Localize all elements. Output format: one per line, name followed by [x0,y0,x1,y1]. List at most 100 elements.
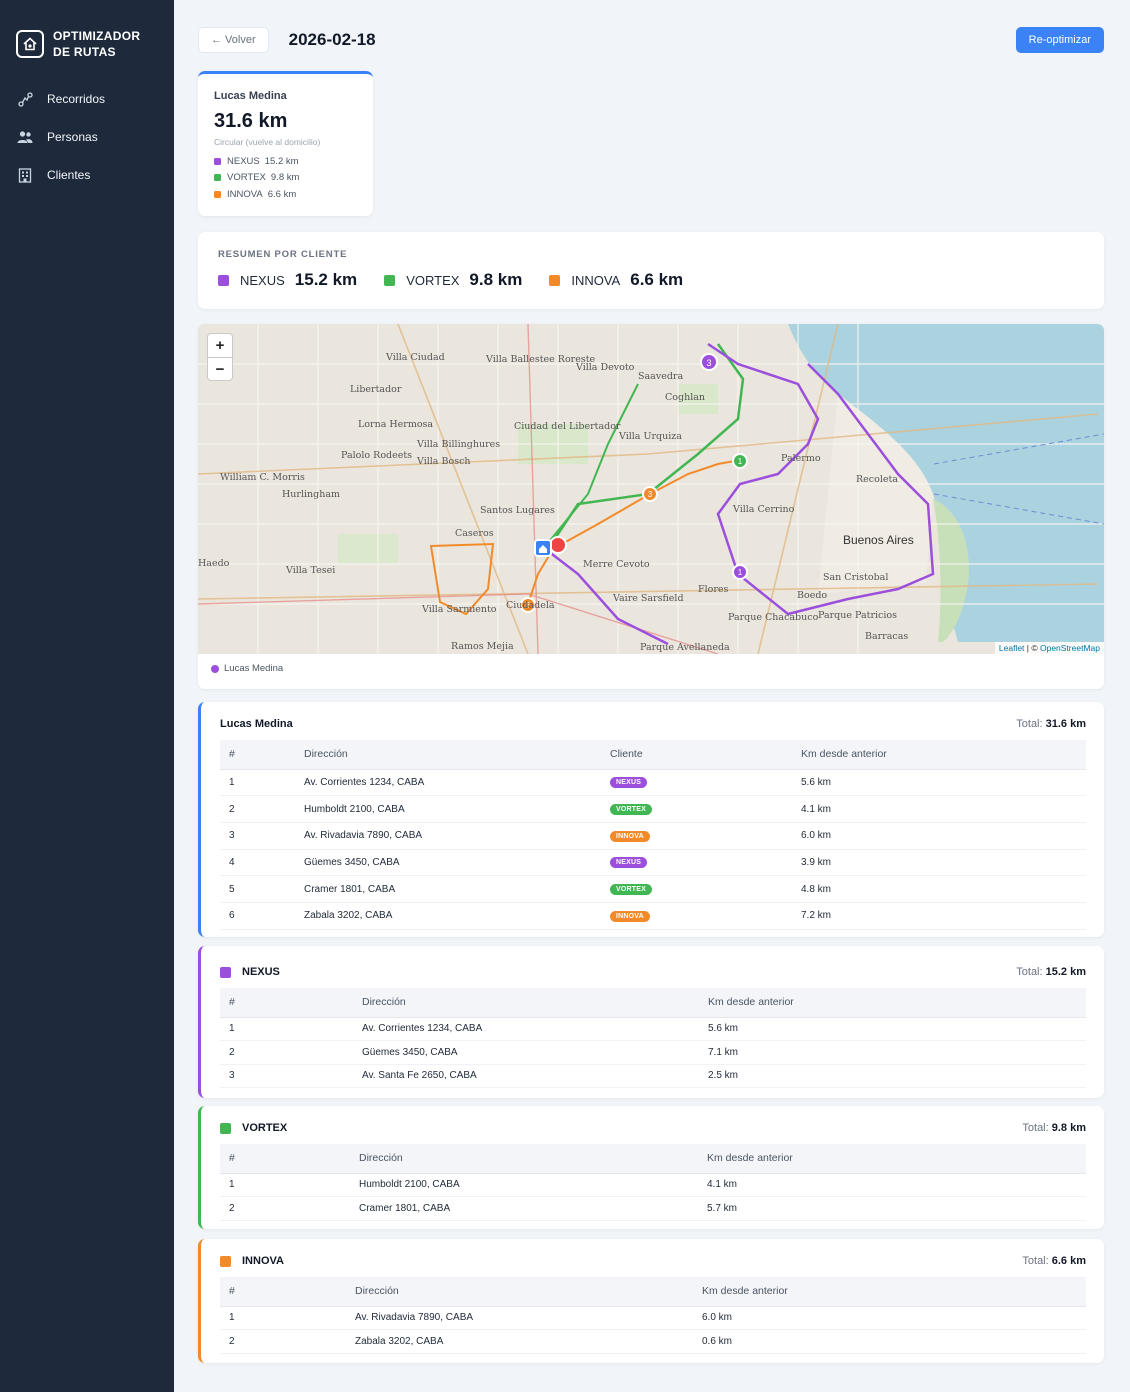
summary-client-name: INNOVA [571,272,621,288]
row-address: Zabala 3202, CABA [346,1329,693,1354]
col-address: Dirección [350,1144,698,1174]
innova-color-swatch [220,1255,231,1267]
table-row[interactable]: 3 Av. Santa Fe 2650, CABA 2.5 km [220,1064,1086,1089]
map-marker-3-orange-2[interactable]: 3 [520,597,536,613]
table-row[interactable]: 1 Av. Rivadavia 7890, CABA 6.0 km [220,1306,1086,1331]
person-client-vortex: VORTEX 9.8 km [214,170,357,187]
brand[interactable]: OPTIMIZADOR DE RUTAS [0,0,174,70]
map-label: Merre Cevoto [583,559,650,570]
vortex-color-swatch [384,274,396,286]
map-label: Villa Tesei [286,565,336,576]
zoom-out-button[interactable]: − [208,357,232,380]
client-card-total: Total: 6.6 km [1022,1255,1086,1267]
innova-color-swatch [214,190,221,198]
total-value: 9.8 km [1051,1122,1086,1134]
sidebar-item-label: Clientes [47,168,91,182]
map-marker-1-green[interactable]: 1 [732,453,748,469]
map-label: Coghlan [665,392,706,403]
person-client-innova: INNOVA 6.6 km [214,186,357,203]
map-label: Villa Sarmiento [422,604,497,615]
row-number: 3 [220,822,295,850]
building-icon [17,167,33,183]
sidebar-item-label: Personas [47,130,98,144]
row-address: Humboldt 2100, CABA [295,795,601,823]
row-address: Cramer 1801, CABA [295,875,601,903]
col-number: # [220,1277,346,1307]
map-marker-1-purple[interactable]: 1 [732,564,748,580]
row-number: 6 [220,902,295,930]
table-row[interactable]: 2 Zabala 3202, CABA 0.6 km [220,1329,1086,1354]
table-row[interactable]: 4 Güemes 3450, CABA NEXUS 3.9 km [220,849,1086,877]
map-label: Villa Urquiza [619,431,682,442]
map-label: Hurlingham [282,489,341,500]
route-map[interactable]: 3 1 3 1 3 Villa Ciudad Villa Ballestee R… [198,324,1104,654]
person-name: Lucas Medina [214,90,287,102]
route-type-note: Circular (vuelve al domicilio) [214,137,321,147]
route-card-title: Lucas Medina [220,718,293,730]
table-row[interactable]: 3 Av. Rivadavia 7890, CABA INNOVA 6.0 km [220,822,1086,850]
row-km: 4.1 km [792,795,1086,823]
col-km: Km desde anterior [792,740,1086,770]
map-label: Flores [698,584,729,595]
table-row[interactable]: 6 Zabala 3202, CABA INNOVA 7.2 km [220,902,1086,930]
row-address: Cramer 1801, CABA [350,1196,698,1221]
svg-text:3: 3 [648,490,653,499]
table-row[interactable]: 1 Av. Corrientes 1234, CABA 5.6 km [220,1017,1086,1042]
summary-item-vortex: VORTEX 9.8 km [384,270,522,290]
map-marker-3-purple[interactable]: 3 [700,353,718,371]
map-label: Villa Cerrino [733,504,795,515]
col-number: # [220,740,295,770]
map-label-city: Buenos Aires [843,533,914,547]
person-card[interactable]: Lucas Medina 31.6 km Circular (vuelve al… [198,71,373,216]
table-row[interactable]: 1 Humboldt 2100, CABA 4.1 km [220,1173,1086,1198]
table-row[interactable]: 5 Cramer 1801, CABA VORTEX 4.8 km [220,875,1086,903]
client-card-title: VORTEX [242,1122,288,1134]
zoom-in-button[interactable]: + [215,337,225,354]
client-name: NEXUS [227,155,260,167]
row-km: 6.0 km [792,822,1086,850]
total-value: 31.6 km [1045,718,1086,730]
col-address: Dirección [346,1277,693,1307]
row-km: 0.6 km [693,1329,1086,1354]
reoptimize-button[interactable]: Re-optimizar [1015,26,1104,53]
client-km: 6.6 km [267,188,297,200]
table-row[interactable]: 1 Av. Corrientes 1234, CABA NEXUS 5.6 km [220,769,1086,797]
client-km: 9.8 km [270,172,300,184]
people-icon [17,129,33,145]
client-table: # Dirección Km desde anterior 1 Av. Rivad… [220,1277,1086,1354]
brand-line-1: OPTIMIZADOR [53,29,141,43]
summary-row: NEXUS 15.2 km VORTEX 9.8 km INNOVA 6.6 k… [218,270,1084,290]
attribution-separator: | © [1024,643,1040,653]
total-value: 6.6 km [1051,1255,1086,1267]
summary-client-km: 9.8 km [469,270,523,289]
table-row[interactable]: 2 Humboldt 2100, CABA VORTEX 4.1 km [220,795,1086,823]
vortex-color-swatch [220,1122,231,1134]
row-number: 1 [220,1306,346,1331]
map-marker-red[interactable] [549,536,567,554]
brand-line-2: DE RUTAS [53,45,116,59]
sidebar-item-clientes[interactable]: Clientes [0,156,174,194]
summary-client-name: VORTEX [406,272,460,288]
row-number: 3 [220,1064,353,1089]
back-button[interactable]: ← Volver [198,26,269,53]
osm-link[interactable]: OpenStreetMap [1039,643,1100,653]
row-address: Güemes 3450, CABA [295,849,601,877]
sidebar-item-personas[interactable]: Personas [0,118,174,156]
client-card-vortex: VORTEX Total: 9.8 km # Dirección Km desd… [198,1106,1104,1229]
map-marker-3-orange[interactable]: 3 [642,486,658,502]
svg-text:3: 3 [526,601,531,610]
summary-title: RESUMEN POR CLIENTE [218,249,348,260]
home-marker[interactable] [534,539,552,557]
sidebar-item-recorridos[interactable]: Recorridos [0,80,174,118]
table-row[interactable]: 2 Güemes 3450, CABA 7.1 km [220,1040,1086,1065]
row-km: 5.7 km [698,1196,1086,1221]
total-label: Total: [1022,1255,1049,1267]
map-label: Parque Chacabuco [728,612,819,623]
summary-item-innova: INNOVA 6.6 km [549,270,683,290]
leaflet-link[interactable]: Leaflet [998,643,1025,653]
table-row[interactable]: 2 Cramer 1801, CABA 5.7 km [220,1196,1086,1221]
total-label: Total: [1016,966,1043,978]
sidebar-nav: Recorridos Personas Clientes [0,80,174,194]
map-tiles: 3 1 3 1 3 [198,324,1104,654]
